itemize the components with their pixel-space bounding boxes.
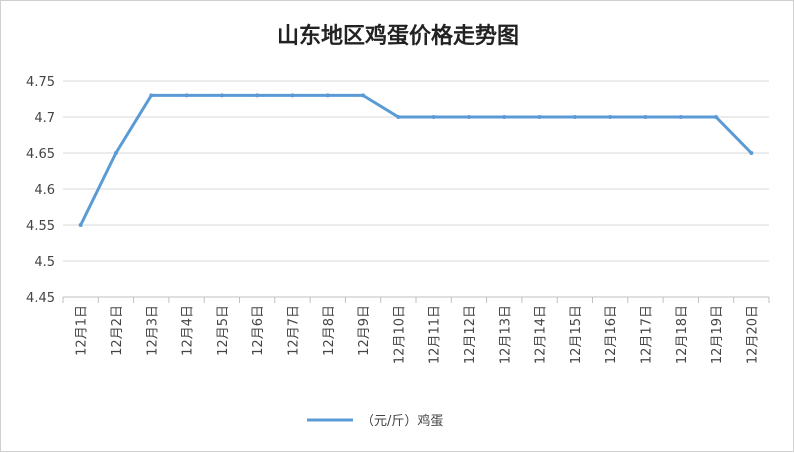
x-tick-label: 12月9日 bbox=[357, 305, 372, 356]
x-tick-label: 12月13日 bbox=[498, 305, 513, 364]
data-point bbox=[749, 151, 754, 155]
data-point bbox=[290, 93, 295, 98]
x-tick-label: 12月1日 bbox=[75, 305, 90, 356]
x-tick-label: 12月14日 bbox=[534, 305, 549, 364]
x-tick-label: 12月2日 bbox=[110, 305, 125, 356]
data-point bbox=[466, 115, 471, 119]
x-tick-label: 12月4日 bbox=[181, 305, 196, 356]
x-tick-label: 12月18日 bbox=[675, 305, 690, 364]
data-point bbox=[149, 93, 154, 98]
series-layer bbox=[78, 93, 754, 227]
legend[interactable]: （元/斤）鸡蛋 bbox=[307, 413, 443, 429]
data-point bbox=[678, 115, 683, 119]
x-tick-label: 12月16日 bbox=[604, 305, 619, 364]
x-tick-label: 12月10日 bbox=[392, 305, 407, 364]
x-tick-label: 12月12日 bbox=[463, 305, 478, 364]
y-tick-label: 4.5 bbox=[34, 255, 55, 270]
x-tick-label: 12月17日 bbox=[639, 305, 654, 364]
data-point bbox=[431, 115, 436, 119]
y-tick-label: 4.65 bbox=[26, 147, 55, 162]
x-tick-label: 12月11日 bbox=[428, 305, 443, 364]
data-point bbox=[184, 93, 189, 98]
x-tick-label: 12月6日 bbox=[251, 305, 266, 356]
x-tick-label: 12月20日 bbox=[745, 305, 760, 364]
data-point bbox=[113, 151, 118, 155]
data-point bbox=[219, 93, 224, 98]
x-tick-label: 12月5日 bbox=[216, 305, 231, 356]
data-point bbox=[396, 115, 401, 119]
x-tick-label: 12月8日 bbox=[322, 305, 337, 356]
data-point bbox=[502, 115, 507, 119]
data-point bbox=[361, 93, 366, 98]
y-tick-label: 4.55 bbox=[26, 219, 55, 234]
series-line bbox=[79, 93, 753, 227]
data-point bbox=[608, 115, 613, 119]
data-point bbox=[537, 115, 542, 119]
y-tick-label: 4.75 bbox=[26, 75, 55, 90]
x-tick-label: 12月3日 bbox=[145, 305, 160, 356]
data-point bbox=[572, 115, 577, 119]
y-tick-label: 4.7 bbox=[34, 111, 55, 126]
x-tick-label: 12月7日 bbox=[286, 305, 301, 356]
data-point bbox=[643, 115, 648, 119]
y-tick-label: 4.6 bbox=[34, 183, 55, 198]
data-point bbox=[714, 115, 719, 119]
data-point bbox=[255, 93, 260, 98]
chart-title: 山东地区鸡蛋价格走势图 bbox=[277, 23, 519, 49]
y-axis-ticks: 4.45 4.5 4.55 4.6 4.65 4.7 4.75 bbox=[26, 75, 55, 306]
legend-label: （元/斤）鸡蛋 bbox=[361, 413, 443, 429]
data-point bbox=[78, 223, 83, 227]
x-axis-ticks: 12月1日 12月2日 12月3日 12月4日 12月5日 12月6日 12月7日 12月8日… bbox=[62, 297, 770, 364]
x-tick-label: 12月19日 bbox=[710, 305, 725, 364]
gridlines bbox=[63, 80, 769, 298]
data-point bbox=[325, 93, 330, 98]
y-tick-label: 4.45 bbox=[26, 291, 55, 306]
x-tick-label: 12月15日 bbox=[569, 305, 584, 364]
